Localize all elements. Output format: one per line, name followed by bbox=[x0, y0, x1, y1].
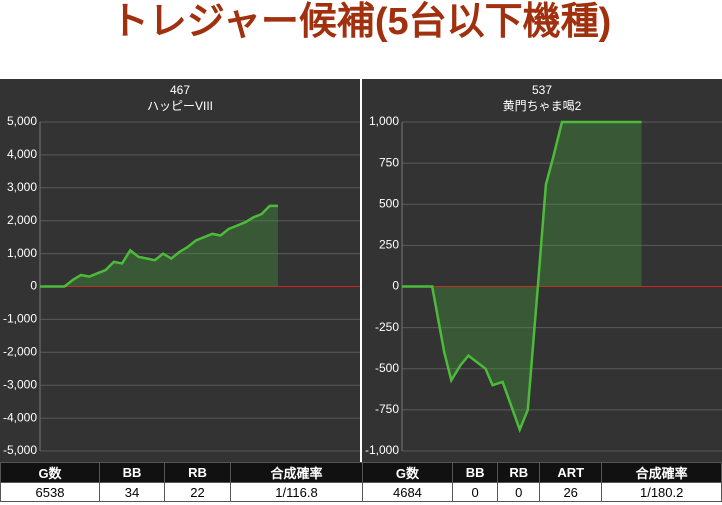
chart-title: 467 bbox=[170, 83, 190, 97]
table-row: G数 BB RB ART 合成確率 bbox=[362, 462, 722, 483]
y-tick-label: 5,000 bbox=[7, 114, 37, 128]
chart-title: 537 bbox=[532, 83, 552, 97]
header-cell: ART bbox=[538, 462, 603, 483]
y-tick-label: 250 bbox=[379, 238, 399, 252]
y-tick-label: -1,000 bbox=[3, 312, 37, 326]
header-cell: BB bbox=[99, 462, 165, 483]
y-tick-label: -750 bbox=[375, 402, 399, 416]
value-cell: 26 bbox=[538, 482, 603, 502]
value-cell: 1/116.8 bbox=[230, 482, 363, 502]
value-cell: 1/180.2 bbox=[601, 482, 722, 502]
stats-table: G数 BB RB 合成確率 6538 34 22 1/116.8 bbox=[0, 462, 363, 502]
panel-bg bbox=[0, 79, 360, 462]
y-tick-label: 500 bbox=[379, 196, 399, 210]
panel-bg bbox=[362, 79, 722, 462]
y-tick-label: 0 bbox=[30, 279, 37, 293]
line bbox=[402, 120, 642, 434]
chart-subtitle: ハッピーVIII bbox=[147, 99, 213, 113]
table-row: 6538 34 22 1/116.8 bbox=[0, 482, 363, 502]
y-tick-label: 1,000 bbox=[369, 114, 399, 128]
charts: 467 ハッピーVIII 5,000 4,000 3,000 2,000 1,000 0 -1,… bbox=[0, 79, 722, 462]
y-tick-label: 750 bbox=[379, 155, 399, 169]
value-cell: 34 bbox=[99, 482, 165, 502]
y-tick-label: -3,000 bbox=[3, 377, 37, 391]
y-tick-label: -5,000 bbox=[3, 443, 37, 457]
table-row: 4684 0 0 26 1/180.2 bbox=[362, 482, 722, 502]
header-cell: RB bbox=[497, 462, 540, 483]
header-cell: 合成確率 bbox=[230, 462, 363, 483]
y-tick-label: 4,000 bbox=[7, 147, 37, 161]
y-tick-label: 3,000 bbox=[7, 180, 37, 194]
y-tick-label: 2,000 bbox=[7, 213, 37, 227]
stats-table: G数 BB RB ART 合成確率 4684 0 0 26 1/180.2 bbox=[362, 462, 722, 502]
y-tick-label: -250 bbox=[375, 320, 399, 334]
header-cell: G数 bbox=[0, 462, 100, 483]
header-cell: G数 bbox=[362, 462, 453, 483]
header-cell: 合成確率 bbox=[601, 462, 722, 483]
y-tick-label: -500 bbox=[375, 361, 399, 375]
value-cell: 6538 bbox=[0, 482, 100, 502]
value-cell: 4684 bbox=[362, 482, 453, 502]
value-cell: 22 bbox=[164, 482, 231, 502]
header-cell: BB bbox=[451, 462, 499, 483]
header-cell: RB bbox=[164, 462, 231, 483]
y-tick-label: 0 bbox=[392, 279, 399, 293]
area bbox=[40, 205, 278, 287]
y-tick-label: 1,000 bbox=[7, 246, 37, 260]
area bbox=[402, 122, 642, 430]
y-tick-label: -4,000 bbox=[3, 410, 37, 424]
page-title: トレジャー候補(5台以下機種) bbox=[110, 1, 612, 43]
line bbox=[40, 204, 278, 288]
table-row: G数 BB RB 合成確率 bbox=[0, 462, 363, 483]
value-cell: 0 bbox=[497, 482, 540, 502]
value-cell: 0 bbox=[451, 482, 499, 502]
chart-subtitle: 黄門ちゃま喝2 bbox=[503, 99, 582, 113]
y-tick-label: -2,000 bbox=[3, 344, 37, 358]
y-tick-label: -1,000 bbox=[365, 443, 399, 457]
